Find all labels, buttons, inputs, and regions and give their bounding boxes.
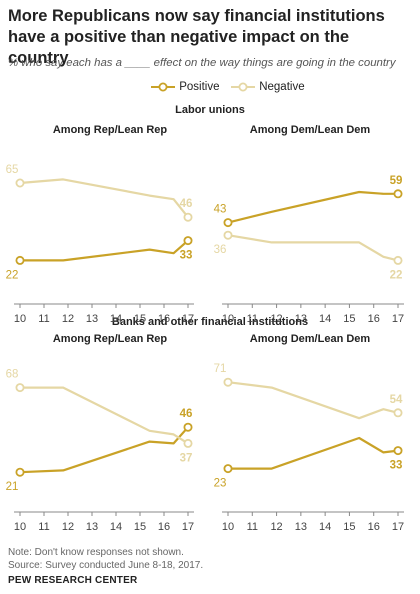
data-point-positive xyxy=(15,255,25,265)
data-label-last: 59 xyxy=(390,175,403,187)
source: Source: Survey conducted June 8-18, 2017… xyxy=(8,560,204,571)
x-tick-label: 15 xyxy=(134,313,146,325)
x-tick-label: 17 xyxy=(182,313,194,325)
panel-title-labor-dem: Among Dem/Lean Dem xyxy=(249,124,371,136)
series-line-positive xyxy=(20,239,189,262)
legend-negative-label: Negative xyxy=(259,81,305,94)
x-tick-label: 13 xyxy=(295,313,307,325)
x-tick-label: 10 xyxy=(222,521,234,533)
data-point-negative xyxy=(183,438,193,448)
data-label-first: 43 xyxy=(214,204,227,216)
x-tick-label: 17 xyxy=(182,521,194,533)
data-label-first: 65 xyxy=(6,164,19,176)
data-point-positive xyxy=(183,236,193,246)
data-label-last: 46 xyxy=(180,408,193,420)
x-tick-label: 11 xyxy=(38,313,49,325)
data-point-positive xyxy=(393,189,403,199)
data-point-positive xyxy=(223,464,233,474)
legend-negative: Negative xyxy=(230,81,305,93)
data-point-positive xyxy=(183,422,193,432)
x-tick-label: 15 xyxy=(343,313,355,325)
data-label-first: 21 xyxy=(6,481,19,493)
legend: Positive Negative xyxy=(0,81,420,99)
chart-subtitle: % who say each has a ____ effect on the … xyxy=(8,57,396,69)
source-org: PEW RESEARCH CENTER xyxy=(8,575,138,586)
data-point-negative xyxy=(15,383,25,393)
series-line-positive xyxy=(19,426,189,474)
x-tick-label: 12 xyxy=(270,313,282,325)
x-tick-label: 12 xyxy=(62,313,74,325)
x-tick-label: 14 xyxy=(110,521,122,533)
x-tick-label: 14 xyxy=(319,521,331,533)
data-label-last: 33 xyxy=(180,250,193,262)
data-point-positive xyxy=(223,218,233,228)
x-tick-label: 11 xyxy=(38,521,49,533)
x-tick-label: 13 xyxy=(86,521,98,533)
series-line-negative xyxy=(20,386,189,445)
data-label-last: 37 xyxy=(180,452,193,464)
legend-positive: Positive xyxy=(150,81,219,93)
panel-title-banks-rep: Among Rep/Lean Rep xyxy=(52,333,168,345)
data-label-first: 22 xyxy=(6,269,19,281)
x-tick-label: 17 xyxy=(392,313,404,325)
x-tick-label: 10 xyxy=(222,313,234,325)
data-label-first: 23 xyxy=(214,478,227,490)
x-tick-label: 11 xyxy=(247,313,258,325)
series-line-negative xyxy=(227,381,399,420)
data-label-last: 46 xyxy=(180,198,193,210)
group-title-banks: Banks and other financial institutions xyxy=(111,316,309,328)
data-point-positive xyxy=(15,467,25,477)
x-tick-label: 16 xyxy=(158,313,170,325)
x-tick-label: 13 xyxy=(86,313,98,325)
data-label-first: 68 xyxy=(6,369,19,381)
x-tick-label: 16 xyxy=(158,521,170,533)
data-label-first: 36 xyxy=(214,244,227,256)
legend-positive-label: Positive xyxy=(179,81,220,94)
x-tick-label: 15 xyxy=(134,521,146,533)
data-point-negative xyxy=(223,377,233,387)
chart-title: More Republicans now say financial insti… xyxy=(8,7,385,67)
x-tick-label: 10 xyxy=(14,313,26,325)
x-tick-label: 16 xyxy=(368,313,380,325)
data-point-negative xyxy=(15,178,25,188)
data-label-last: 22 xyxy=(390,269,403,281)
x-tick-label: 17 xyxy=(392,521,404,533)
legend-negative-swatch xyxy=(231,82,255,92)
x-tick-label: 14 xyxy=(319,313,331,325)
panel-title-labor-rep: Among Rep/Lean Rep xyxy=(52,124,168,136)
series-line-positive xyxy=(228,436,399,470)
group-title-labor-unions: Labor unions xyxy=(175,104,245,116)
x-tick-label: 11 xyxy=(247,521,258,533)
data-label-last: 54 xyxy=(390,394,403,406)
x-tick-label: 12 xyxy=(270,521,282,533)
data-point-negative xyxy=(223,230,233,240)
legend-positive-swatch xyxy=(151,82,175,92)
x-tick-label: 16 xyxy=(368,521,380,533)
x-tick-label: 13 xyxy=(295,521,307,533)
data-point-positive xyxy=(393,446,403,456)
x-tick-label: 14 xyxy=(110,313,122,325)
data-point-negative xyxy=(393,255,403,265)
x-tick-label: 10 xyxy=(14,521,26,533)
data-point-negative xyxy=(393,408,403,418)
series-line-negative xyxy=(19,178,189,218)
series-line-negative xyxy=(227,234,399,262)
data-point-negative xyxy=(183,212,193,222)
data-label-first: 71 xyxy=(214,363,227,375)
series-line-positive xyxy=(227,190,398,224)
x-tick-label: 12 xyxy=(62,521,74,533)
x-tick-label: 15 xyxy=(343,521,355,533)
panel-title-banks-dem: Among Dem/Lean Dem xyxy=(249,333,371,345)
note: Note: Don't know responses not shown. xyxy=(8,547,184,558)
data-label-last: 33 xyxy=(390,460,403,472)
